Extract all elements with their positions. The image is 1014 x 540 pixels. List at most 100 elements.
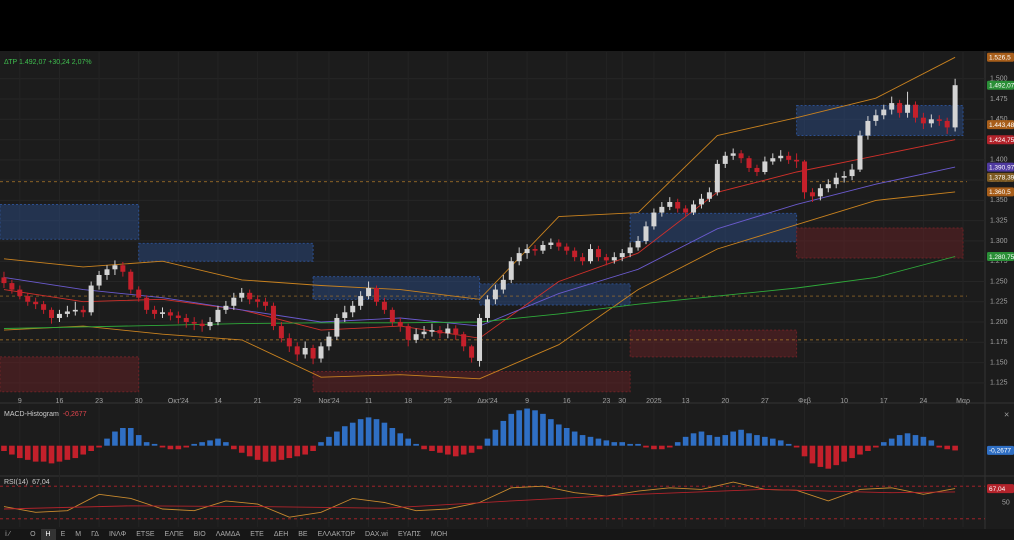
price-tag-label: 1.424,75 (989, 137, 1014, 144)
histogram-bar (904, 433, 911, 446)
candle-body (881, 109, 887, 116)
toolbar-item[interactable]: Μ (75, 531, 82, 538)
x-tick-label: Μαρ (956, 398, 970, 405)
y-tick-label: 1.450 (990, 116, 1008, 123)
histogram-bar (524, 408, 530, 446)
candle-body (33, 301, 39, 305)
x-tick-label: Δεκ'24 (477, 398, 498, 405)
histogram-bar (571, 431, 578, 446)
histogram-bar (278, 445, 285, 460)
histogram-bar (72, 445, 79, 459)
candle-body (897, 103, 903, 113)
candle-body (651, 212, 657, 227)
histogram-bar (17, 445, 23, 459)
toolbar-item[interactable]: ETSE (136, 531, 155, 538)
price-tag (987, 252, 1014, 262)
candle-body (461, 334, 467, 347)
toolbar-item[interactable]: ΜΟΗ (430, 531, 448, 538)
candle-body (556, 242, 562, 247)
candle-body (104, 269, 110, 275)
candle-body (516, 253, 522, 262)
candle-body (484, 299, 490, 318)
chart-title: ΔΤΡ 1.492,07 +30,24 2,07% (4, 59, 92, 66)
x-tick-label: 2025 (646, 398, 662, 405)
histogram-bar (151, 443, 158, 446)
histogram-bar (310, 445, 316, 451)
candle-body (802, 161, 808, 193)
x-tick-label: 17 (880, 398, 888, 405)
toolbar-item[interactable]: Η (40, 529, 56, 540)
candle-body (215, 309, 221, 323)
indicator-line (3, 191, 956, 380)
toolbar-item[interactable]: ΕΛΠΕ (164, 531, 184, 538)
x-tick-label: 29 (293, 398, 301, 405)
x-tick-label: 21 (254, 398, 262, 405)
histogram-bar (318, 442, 324, 446)
histogram-bar (143, 442, 150, 446)
candle-body (691, 204, 697, 213)
toolbar-item[interactable]: ΒΕ (298, 531, 308, 538)
histogram-bar (730, 431, 736, 446)
toolbar-item[interactable]: ΕΥΑΠΣ (397, 531, 421, 538)
candle-body (88, 285, 94, 313)
toolbar-item[interactable]: ΓΔ (91, 531, 99, 538)
candle-body (603, 257, 609, 261)
candle-body (627, 247, 633, 254)
price-tag (987, 120, 1014, 130)
toolbar-item[interactable]: ΕΛΛΑΚΤΩΡ (317, 531, 356, 538)
histogram-bar (270, 445, 277, 462)
candle-body (96, 274, 102, 286)
histogram-bar (611, 442, 618, 446)
x-tick-label: 30 (618, 398, 626, 405)
histogram-bar (334, 431, 340, 446)
toolbar-item[interactable]: Ε (60, 531, 66, 538)
toolbar-item[interactable]: ΒΙΟ (193, 531, 206, 538)
histogram-bar (405, 438, 412, 446)
candle-body (905, 104, 911, 113)
histogram-bar (706, 435, 713, 446)
histogram-bar (120, 428, 126, 446)
histogram-bar (262, 445, 269, 462)
histogram-bar (40, 445, 47, 462)
y-tick-label: 1.250 (990, 278, 1008, 285)
panel-title: RSI(14) 67,04 (4, 479, 50, 486)
price-tag-label: 1.280,75 (989, 254, 1014, 261)
zone (0, 203, 140, 240)
x-tick-label: Οκτ'24 (168, 398, 189, 405)
panel-title-name: MACD-Histogram (4, 411, 59, 418)
histogram-bar (127, 428, 134, 446)
histogram-bar (928, 440, 935, 446)
candle-body (318, 346, 324, 359)
tool-icons[interactable]: ⅰ ⁄ (5, 531, 11, 538)
candle-body (619, 253, 625, 258)
toolbar-item[interactable]: Ο (30, 531, 36, 538)
x-tick-label: 16 (563, 398, 571, 405)
candle-body (500, 279, 506, 290)
candle-body (786, 155, 792, 160)
histogram-bar (801, 445, 808, 457)
histogram-bar (849, 445, 855, 459)
candle-body (580, 257, 586, 262)
price-tag (987, 484, 1014, 494)
candle-body (928, 119, 934, 124)
candle-body (350, 305, 356, 313)
histogram-bar (777, 440, 784, 446)
histogram-bar (674, 442, 681, 446)
candle-body (136, 289, 142, 298)
toolbar-item[interactable]: ΕΤΕ (250, 531, 264, 538)
candle-body (667, 202, 673, 207)
histogram-bar (825, 445, 832, 469)
y-tick-label: 1.225 (990, 299, 1008, 306)
toolbar-item[interactable]: ΔΕΗ (273, 531, 289, 538)
histogram-bar (468, 445, 475, 453)
close-icon[interactable]: × (1004, 409, 1009, 419)
toolbar-item[interactable]: DAX.wi (365, 531, 388, 538)
candle-body (865, 120, 871, 136)
candle-body (825, 184, 831, 189)
histogram-bar (286, 445, 293, 459)
histogram-bar (389, 428, 396, 446)
toolbar-item[interactable]: ΙΝΛΦ (108, 531, 127, 538)
histogram-bar (175, 445, 182, 450)
toolbar-item[interactable]: ΛΑΜΔΑ (215, 531, 241, 538)
